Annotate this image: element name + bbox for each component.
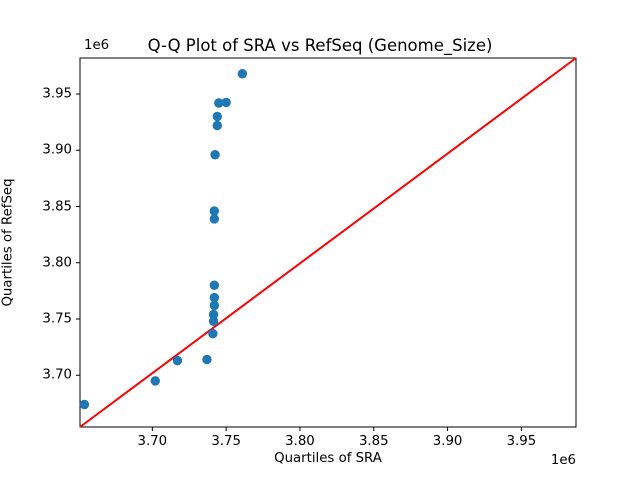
axes-spines xyxy=(79,57,577,428)
scatter-point xyxy=(172,355,183,366)
chart-title: Q-Q Plot of SRA vs RefSeq (Genome_Size) xyxy=(147,36,493,55)
x-axis-label: Quartiles of SRA xyxy=(274,451,382,466)
scatter-point xyxy=(208,328,218,339)
x-tick-label: 3.90 xyxy=(432,434,463,449)
scatter-point xyxy=(202,354,212,365)
y-tick-label: 3.95 xyxy=(42,86,72,102)
y-axis-label: Quartiles of RefSeq xyxy=(0,178,16,307)
y-tick-label: 3.80 xyxy=(42,255,72,271)
scatter-point xyxy=(237,69,248,79)
scatter-point xyxy=(212,111,222,122)
scatter-point xyxy=(210,150,220,160)
scatter-point xyxy=(208,316,219,326)
scatter-point xyxy=(209,300,220,311)
scatter-point xyxy=(209,214,220,224)
identity-line xyxy=(79,57,577,428)
y-tick-label: 3.70 xyxy=(42,367,72,383)
y-axis-offset-text: 1e6 xyxy=(84,38,110,53)
scatter-point xyxy=(150,376,160,386)
x-tick-label: 3.95 xyxy=(506,434,537,449)
scatter-point xyxy=(209,206,220,216)
scatter-point xyxy=(221,97,231,108)
scatter-point xyxy=(209,292,220,303)
scatter-point xyxy=(212,120,222,131)
scatter-point xyxy=(214,98,224,108)
scatter-point xyxy=(208,309,219,320)
y-tick-label: 3.75 xyxy=(42,311,72,327)
scatter-point xyxy=(79,399,90,410)
y-tick-label: 3.90 xyxy=(42,142,72,158)
scatter-point xyxy=(209,280,220,290)
chart-title-row: Q-Q Plot of SRA vs RefSeq (Genome_Size) xyxy=(0,36,640,55)
x-tick-label: 3.85 xyxy=(358,434,389,449)
x-tick-label: 3.80 xyxy=(285,434,315,449)
x-axis-offset-text: 1e6 xyxy=(550,453,576,468)
x-tick-label: 3.70 xyxy=(137,434,168,449)
y-tick-label: 3.85 xyxy=(42,199,72,214)
x-tick-label: 3.75 xyxy=(211,434,241,449)
